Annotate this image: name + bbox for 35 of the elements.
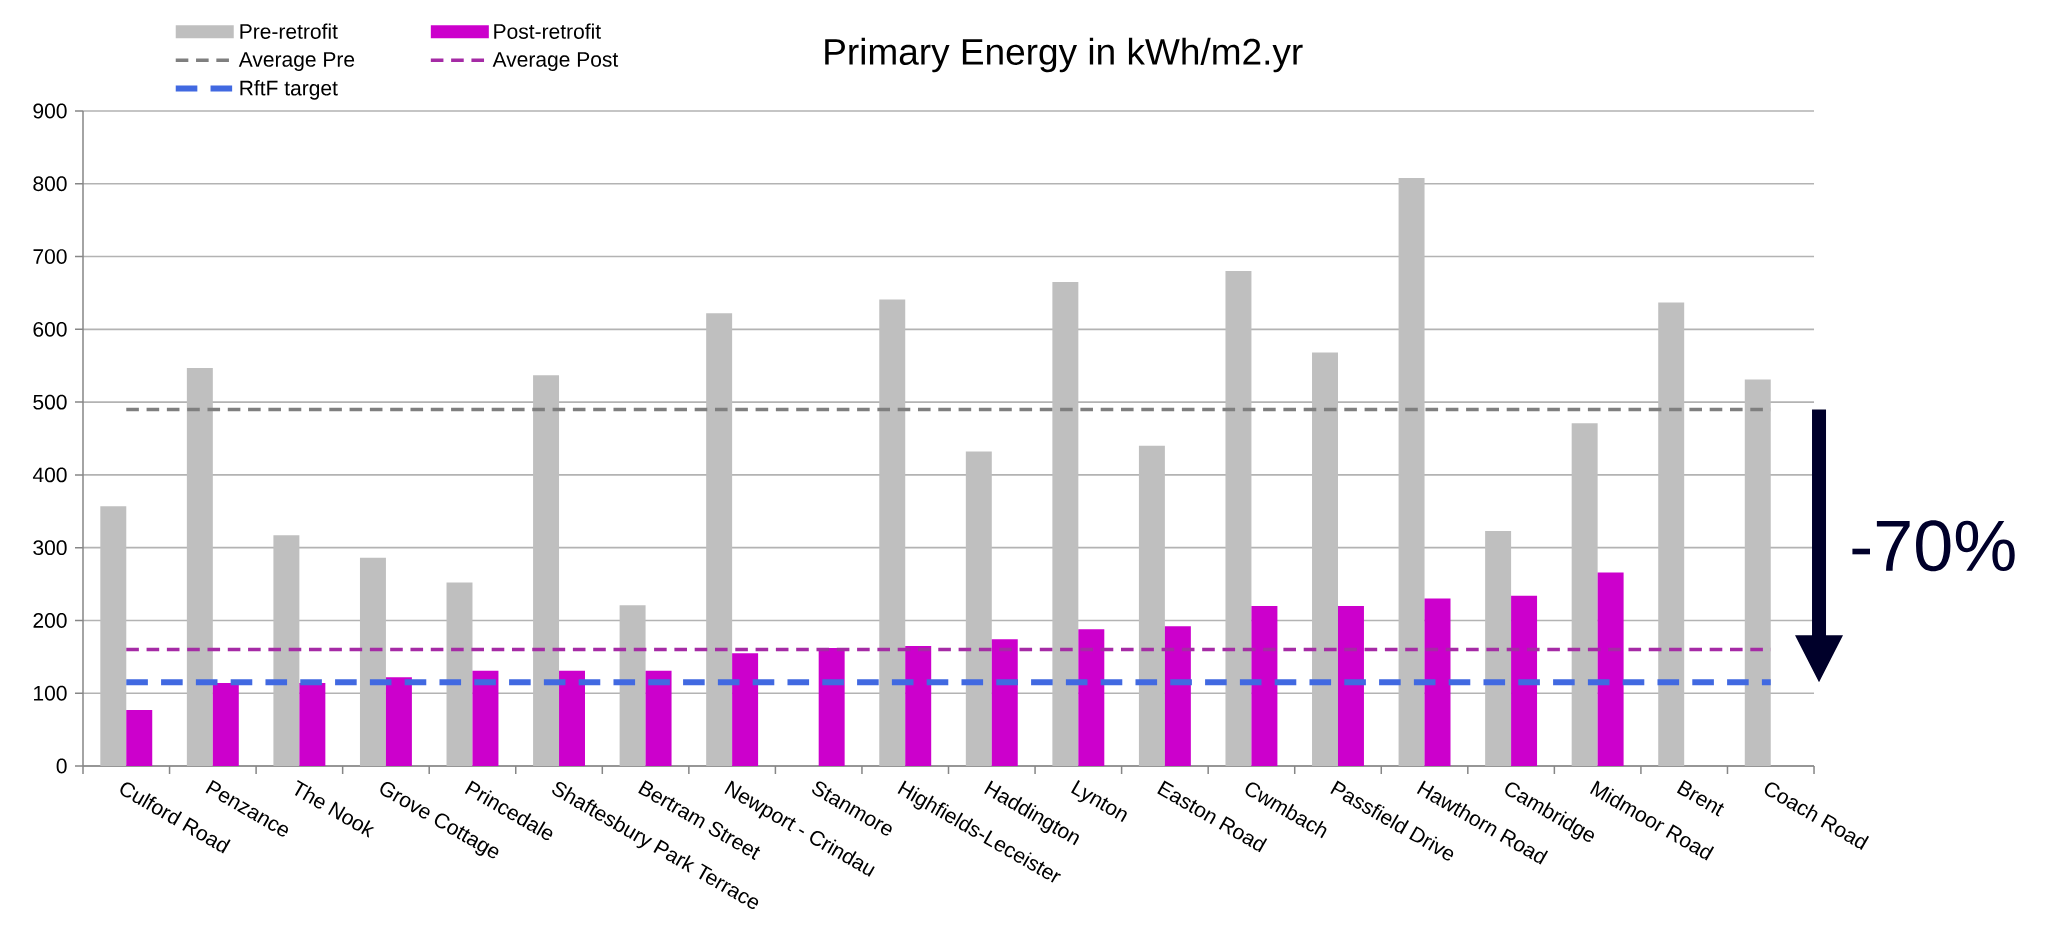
chart-title: Primary Energy in kWh/m2.yr — [825, 37, 1303, 73]
legend-label: Post-retrofit — [494, 23, 601, 39]
y-tick-label: 0 — [56, 758, 67, 774]
legend-label: RftF target — [240, 80, 338, 100]
bar — [472, 670, 499, 766]
legend-label: Average Post — [492, 52, 619, 71]
bar — [645, 670, 672, 766]
bar — [1078, 629, 1105, 766]
y-tick-label: 400 — [32, 467, 67, 483]
bar — [212, 683, 239, 766]
legend-label: Pre-retrofit — [240, 23, 338, 39]
bar — [732, 653, 759, 766]
bar — [1164, 626, 1191, 766]
bar — [1511, 595, 1538, 766]
y-tick-label: 900 — [33, 103, 67, 119]
bar — [818, 648, 845, 766]
bar — [385, 677, 412, 766]
bar — [1424, 598, 1451, 766]
y-tick-label: 800 — [33, 176, 67, 192]
bar — [126, 709, 153, 766]
bar — [299, 683, 326, 766]
y-tick-label: 200 — [33, 613, 67, 628]
bar — [905, 645, 932, 766]
y-tick-label: 100 — [34, 685, 67, 701]
bar — [1597, 572, 1624, 766]
y-tick-label: 300 — [33, 540, 67, 556]
y-tick-label: 600 — [33, 321, 67, 337]
bar — [1337, 605, 1364, 766]
y-tick-label: 700 — [33, 249, 67, 264]
text: -70% — [1852, 520, 2015, 572]
legend-label: Average Pre — [238, 52, 355, 71]
bar — [1251, 605, 1278, 766]
bar — [991, 639, 1018, 766]
bar — [559, 670, 585, 766]
y-tick-label: 500 — [33, 394, 67, 410]
